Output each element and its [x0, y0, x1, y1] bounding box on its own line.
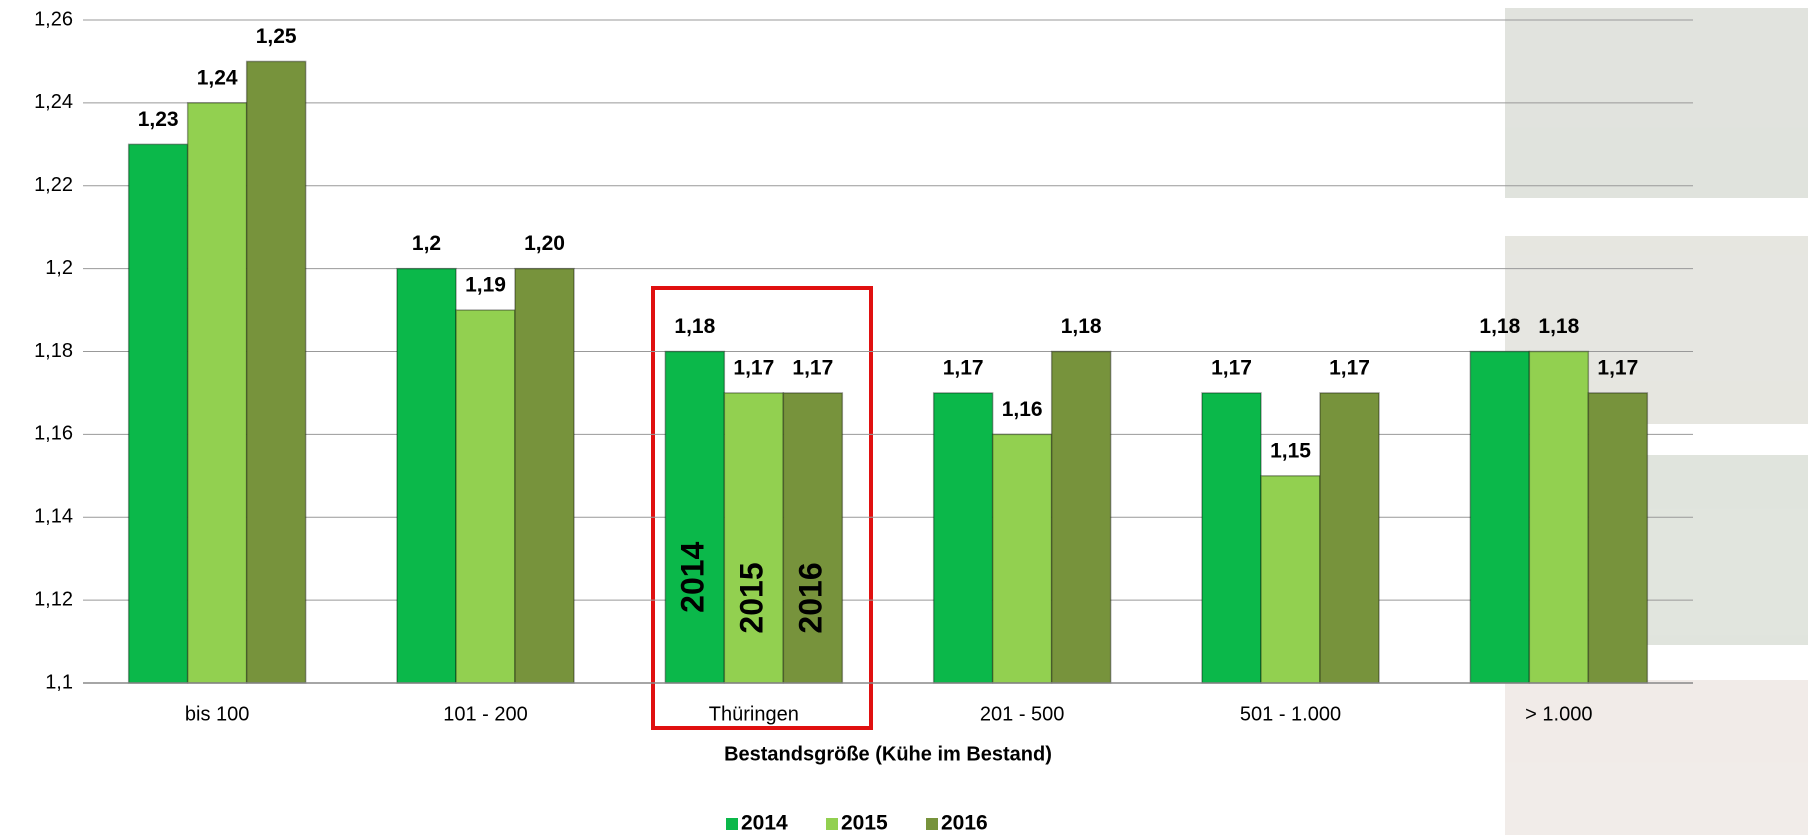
value-label: 1,17	[943, 356, 984, 379]
y-tick-label: 1,2	[45, 257, 73, 279]
y-tick-label: 1,14	[34, 506, 73, 528]
y-tick-label: 1,18	[34, 340, 73, 362]
in-bar-year: 2015	[733, 562, 769, 633]
value-label: 1,15	[1270, 439, 1311, 462]
value-label: 1,17	[733, 356, 774, 379]
bar	[515, 269, 574, 683]
bar	[724, 393, 783, 683]
value-label: 1,23	[138, 108, 179, 131]
value-label: 1,17	[1597, 356, 1638, 379]
y-tick-label: 1,22	[34, 174, 73, 196]
bar	[1202, 393, 1261, 683]
value-label: 1,18	[1061, 315, 1102, 338]
x-tick-label: 201 - 500	[980, 703, 1065, 725]
bar	[783, 393, 842, 683]
bar	[665, 352, 724, 684]
bar	[934, 393, 993, 683]
y-tick-label: 1,12	[34, 588, 73, 610]
value-label: 1,24	[197, 66, 238, 89]
value-label: 1,16	[1002, 398, 1043, 421]
x-tick-label: Thüringen	[709, 703, 799, 725]
legend-swatch	[926, 818, 938, 830]
x-tick-label: 501 - 1.000	[1240, 703, 1341, 725]
legend-label: 2015	[841, 812, 888, 835]
value-label: 1,17	[1329, 356, 1370, 379]
value-label: 1,2	[412, 232, 441, 255]
legend-label: 2016	[941, 812, 988, 835]
bar	[993, 434, 1052, 683]
bar	[1470, 352, 1529, 684]
value-label: 1,18	[1538, 315, 1579, 338]
bar	[188, 103, 247, 683]
value-label: 1,25	[256, 25, 297, 48]
y-tick-label: 1,24	[34, 91, 73, 113]
bar	[1320, 393, 1379, 683]
legend-swatch	[826, 818, 838, 830]
x-tick-label: 101 - 200	[443, 703, 528, 725]
x-tick-label: > 1.000	[1525, 703, 1592, 725]
y-tick-label: 1,26	[34, 8, 73, 30]
value-label: 1,17	[792, 356, 833, 379]
bar	[1052, 352, 1111, 684]
value-label: 1,20	[524, 232, 565, 255]
in-bar-year: 2016	[792, 562, 828, 633]
value-label: 1,17	[1211, 356, 1252, 379]
legend-label: 2014	[741, 812, 788, 835]
x-tick-label: bis 100	[185, 703, 250, 725]
y-tick-label: 1,1	[45, 671, 73, 693]
value-label: 1,18	[1479, 315, 1520, 338]
bar	[456, 310, 515, 683]
in-bar-year: 2014	[674, 541, 710, 612]
bar	[247, 61, 306, 683]
bar	[397, 269, 456, 683]
y-tick-label: 1,16	[34, 423, 73, 445]
bar	[1261, 476, 1320, 683]
chart: Bestandsgröße (Kühe im Bestand) 1,1 1,12 1…	[0, 0, 1808, 835]
bar	[1529, 352, 1588, 684]
value-label: 1,18	[674, 315, 715, 338]
x-axis-title: Bestandsgröße (Kühe im Bestand)	[724, 743, 1052, 765]
bar	[1588, 393, 1647, 683]
value-label: 1,19	[465, 274, 506, 297]
bar	[129, 144, 188, 683]
legend-swatch	[726, 818, 738, 830]
